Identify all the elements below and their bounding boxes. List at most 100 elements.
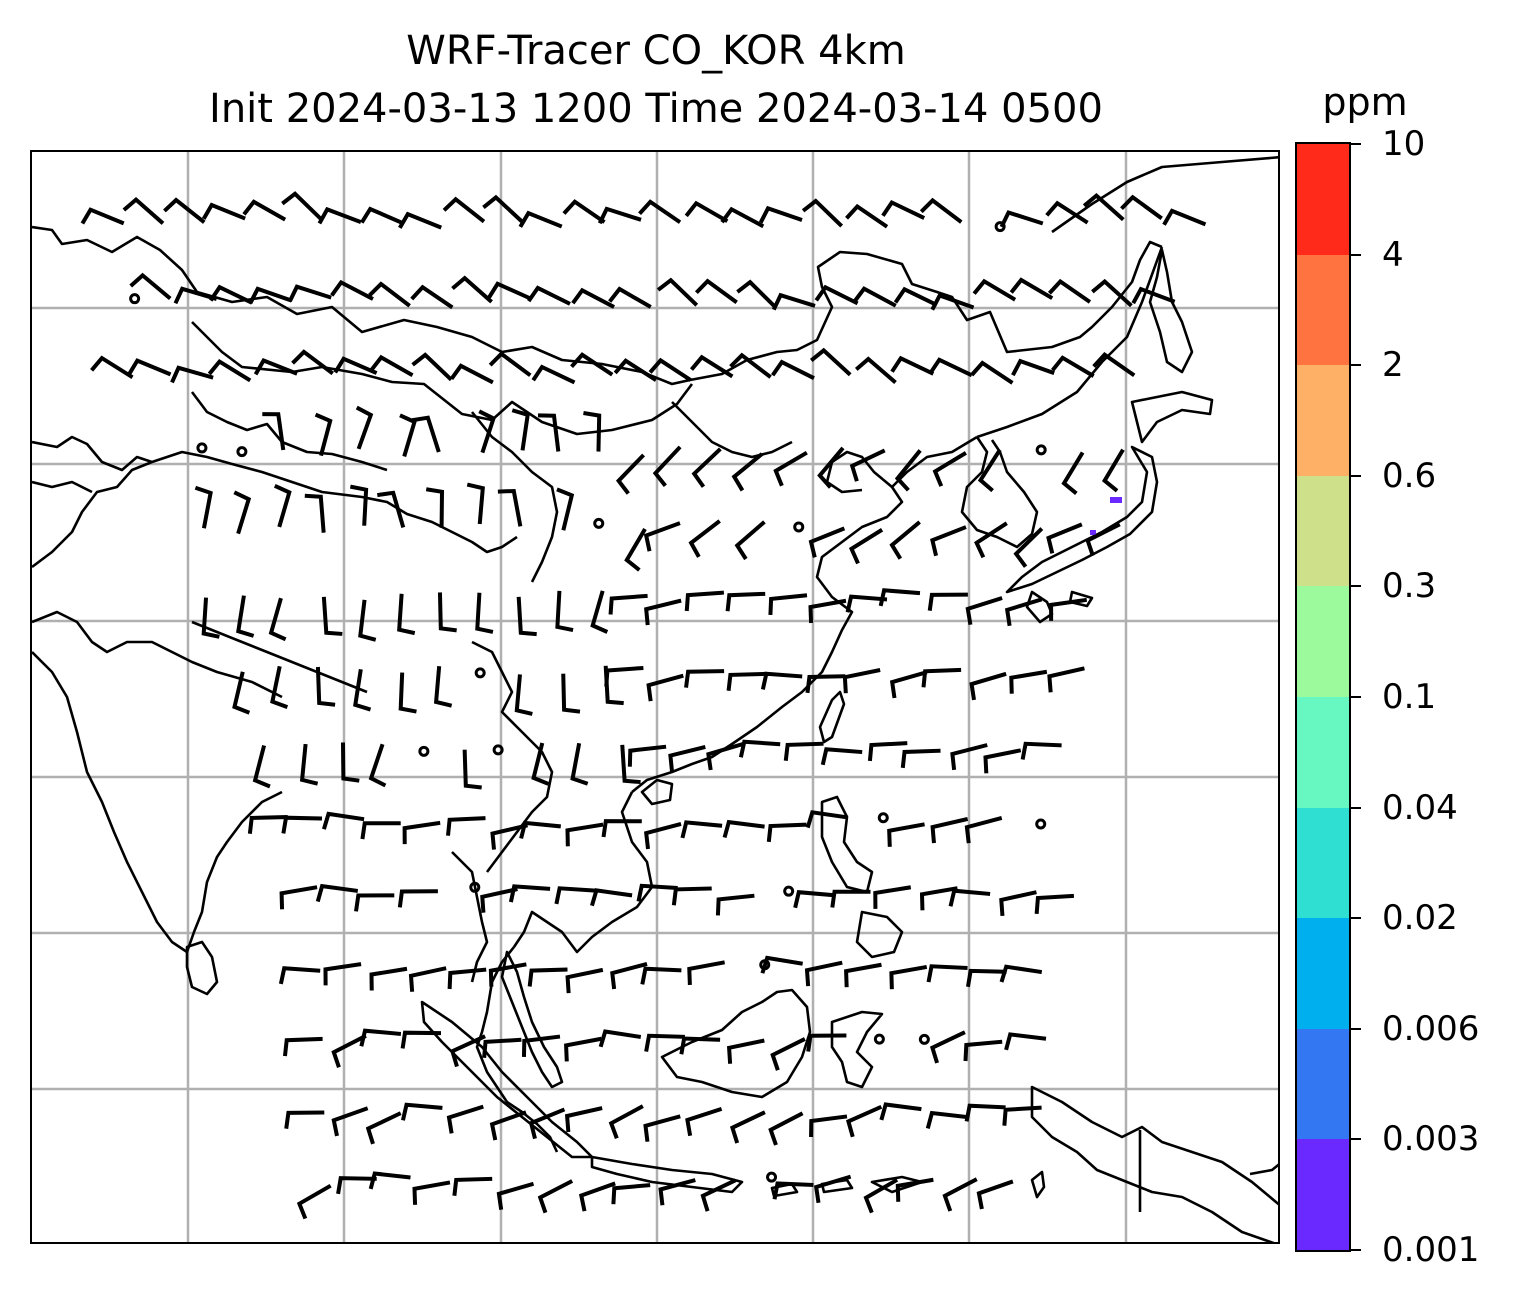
tracer-patches [1090, 497, 1122, 535]
wind-barb [248, 286, 293, 304]
wind-barb [848, 528, 884, 565]
wind-barb [942, 1177, 978, 1212]
wind-barb [615, 453, 646, 495]
wind-barb [411, 415, 441, 453]
wind-barb [253, 358, 298, 376]
wind-barb [355, 405, 374, 450]
map-subtitle: Init 2024-03-13 1200 Time 2024-03-14 050… [209, 86, 1103, 132]
wind-barb [282, 1036, 323, 1057]
wind-barb [608, 286, 652, 309]
wind-barb [863, 1178, 899, 1214]
wind-barb [999, 964, 1043, 983]
wind-barb [410, 284, 454, 310]
wind-barb [999, 210, 1044, 228]
wind-barb [489, 1110, 527, 1141]
wind-barb [814, 284, 859, 306]
wind-barb [80, 207, 125, 226]
wind-barb [687, 960, 726, 985]
wind-barb [929, 1030, 966, 1064]
wind-barb [685, 1106, 723, 1137]
central-asia-ridge [190, 391, 388, 472]
calm-wind-marker [196, 442, 208, 454]
colorbar-swatch [1297, 586, 1349, 697]
colorbar-tick-label: 0.3 [1382, 566, 1437, 607]
philippines-mindanao [855, 910, 904, 959]
wind-barb [1047, 278, 1092, 304]
wind-barb [873, 885, 912, 909]
japan-shikoku [1068, 590, 1094, 608]
wind-barb [948, 888, 991, 907]
wind-barb [809, 1114, 848, 1138]
northern-border [32, 225, 1163, 386]
wind-barb [288, 284, 332, 302]
wind-barb [771, 359, 815, 380]
wind-barb [624, 527, 647, 572]
wind-barb [930, 293, 975, 311]
wind-barb [1082, 192, 1125, 222]
wind-barb [400, 1030, 442, 1049]
wind-barb [433, 666, 453, 708]
wind-barb [571, 287, 616, 309]
colorbar-tick [1351, 696, 1361, 698]
colorbar-tick [1351, 806, 1361, 809]
wind-barb [353, 669, 372, 712]
wind-barb [771, 292, 816, 311]
wind-barb [377, 490, 406, 528]
wind-barb [893, 286, 938, 307]
wind-barb [844, 962, 882, 988]
wind-barb [611, 1183, 651, 1205]
wind-barb [209, 284, 253, 305]
japan-hokkaido [1130, 390, 1214, 444]
wind-barb [402, 820, 441, 845]
wind-barb [408, 966, 447, 992]
wind-barb [359, 1028, 402, 1047]
calm-wind-marker [1035, 444, 1047, 456]
wind-barb [878, 588, 921, 607]
wind-barb [1162, 208, 1207, 227]
wind-barb [590, 888, 633, 907]
colorbar-tick-label: 0.6 [1382, 455, 1437, 496]
wind-barb [490, 823, 529, 850]
sakhalin [1148, 248, 1194, 374]
wind-barb [636, 883, 678, 902]
wind-barb [369, 966, 408, 991]
wind-barb [201, 597, 220, 639]
wind-barb [738, 739, 781, 758]
colorbar-swatch [1297, 1028, 1349, 1140]
wind-barb [1004, 597, 1043, 627]
sri-lanka [185, 940, 219, 996]
wind-barb [977, 448, 1002, 493]
colorbar-tick [1351, 1249, 1361, 1251]
wind-barb [1034, 893, 1075, 915]
wind-barb [333, 356, 378, 375]
wind-barb [706, 742, 744, 771]
wind-barb [894, 449, 922, 492]
wind-barb [487, 281, 532, 301]
calm-wind-marker [492, 744, 504, 756]
wind-barb [273, 483, 292, 528]
wind-barb [688, 519, 721, 558]
wind-barb [652, 445, 682, 488]
wind-barb [365, 1111, 402, 1145]
wind-barb [321, 596, 343, 636]
wind-barb [462, 749, 482, 790]
myanmar-coast [451, 851, 489, 983]
calm-wind-marker [236, 446, 248, 458]
wind-barb [895, 1177, 934, 1202]
wind-barb [966, 968, 1007, 988]
wind-barb [232, 671, 251, 715]
wind-barb [556, 487, 575, 531]
wind-barb [849, 448, 886, 482]
wind-barb [369, 354, 414, 378]
tibet-boundary [191, 620, 368, 694]
wind-barb [129, 272, 172, 301]
wind-barb [976, 1179, 1014, 1210]
india-north [32, 610, 283, 699]
wind-barb [279, 885, 318, 910]
java [590, 1155, 744, 1194]
wind-barb [809, 347, 852, 377]
wind-barb [583, 410, 602, 452]
hainan [640, 778, 674, 806]
okhotsk-coast [1051, 156, 1278, 234]
wind-barb [921, 667, 962, 688]
